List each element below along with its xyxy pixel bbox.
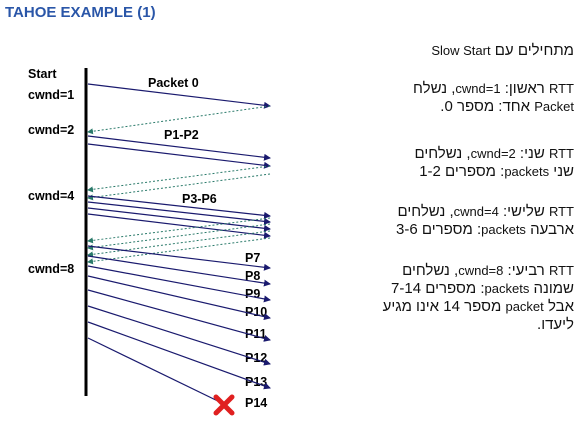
packet-label-p13: P13 — [245, 375, 267, 389]
slide-title: TAHOE EXAMPLE (1) — [5, 4, 156, 21]
note-4-0-run-1: רביעי: — [503, 262, 549, 279]
note-2-1-run-1: packets — [504, 164, 550, 179]
packet-arrow-p4 — [87, 201, 271, 225]
note-line: מתחילים עם Slow Start — [431, 42, 574, 60]
note-4-1-run-0: שמונה — [529, 280, 574, 297]
cwnd-label-8: cwnd=8 — [28, 262, 74, 276]
note-3-1-run-2: : מספרים 3-6 — [396, 221, 482, 238]
cwnd-label-2: cwnd=2 — [28, 123, 74, 137]
ack-arrow-3 — [87, 217, 271, 244]
note-0-run-0: מתחילים עם — [490, 42, 574, 59]
note-line: ליעדו. — [383, 316, 574, 334]
note-slow-start: מתחילים עם Slow Start — [431, 42, 574, 60]
note-2-0-run-2: cwnd=2 — [470, 146, 516, 161]
cwnd-label-1: cwnd=1 — [28, 88, 74, 102]
note-4-1-run-1: packets — [484, 281, 530, 296]
note-0-run-1: Slow Start — [431, 43, 491, 58]
note-4-0-run-3: , נשלחים — [402, 262, 459, 279]
note-2-1-run-2: : מספרים 1-2 — [419, 163, 505, 180]
packet-arrow-p11 — [87, 289, 271, 342]
note-line: שמונה packets: מספרים 7-14 — [383, 280, 574, 298]
packet-arrow-p1 — [87, 135, 271, 161]
packet-arrow-p8 — [87, 255, 271, 287]
packet-arrow-p9 — [87, 265, 271, 303]
packet-arrow-p2 — [87, 143, 271, 169]
note-line: RTT שני: cwnd=2, נשלחים — [414, 145, 574, 163]
packet-arrow-p13 — [87, 321, 271, 390]
start-label: Start — [28, 67, 57, 81]
ack-arrow-0 — [87, 105, 271, 135]
packet-label-p1-p2: P1-P2 — [164, 128, 199, 142]
packet-arrow-p7 — [87, 245, 271, 271]
note-1-0-run-3: , נשלח — [413, 80, 456, 97]
packet-label-p12: P12 — [245, 351, 267, 365]
ack-arrow-5 — [87, 230, 271, 258]
tahoe-sequence-diagram: Start cwnd=1 cwnd=2 cwnd=4 cwnd=8 Packet… — [28, 67, 271, 416]
note-3-1-run-0: ארבעה — [525, 221, 574, 238]
note-line: שני packets: מספרים 1-2 — [414, 163, 574, 181]
note-rtt-1: RTT ראשון: cwnd=1, נשלח Packet אחד: מספר … — [413, 80, 574, 116]
note-4-0-run-0: RTT — [548, 263, 574, 278]
note-line: RTT שלישי: cwnd=4, נשלחים — [396, 203, 575, 221]
note-4-2-run-1: packet — [505, 299, 544, 314]
note-rtt-3: RTT שלישי: cwnd=4, נשלחים ארבעה packets: … — [396, 203, 574, 239]
packet-label-p14: P14 — [245, 396, 267, 410]
packet-arrow-p6 — [87, 213, 271, 239]
ack-arrow-1 — [87, 165, 271, 193]
note-2-0-run-3: , נשלחים — [414, 145, 471, 162]
note-2-0-run-0: RTT — [548, 146, 574, 161]
note-line: ארבעה packets: מספרים 3-6 — [396, 221, 574, 239]
note-1-1-run-0: Packet — [534, 99, 574, 114]
note-line: RTT ראשון: cwnd=1, נשלח — [413, 80, 574, 98]
note-3-1-run-1: packets — [481, 222, 526, 237]
packet-arrow-p10 — [87, 275, 271, 321]
cwnd-label-4: cwnd=4 — [28, 189, 74, 203]
packet-label-p0: Packet 0 — [148, 76, 199, 90]
packet-arrow-p12 — [87, 305, 271, 366]
note-2-1-run-0: שני — [549, 163, 574, 180]
note-3-0-run-0: RTT — [548, 204, 574, 219]
note-rtt-2: RTT שני: cwnd=2, נשלחים שני packets: מספר… — [414, 145, 574, 181]
packet-loss-icon — [213, 394, 235, 416]
packet-label-p8: P8 — [245, 269, 260, 283]
note-4-2-run-2: מספר 14 אינו מגיע — [382, 298, 506, 315]
packet-arrow-p14-lost — [87, 337, 225, 405]
packet-label-p9: P9 — [245, 287, 260, 301]
note-3-0-run-2: cwnd=4 — [453, 204, 499, 219]
note-3-0-run-1: שלישי: — [498, 203, 549, 220]
note-4-3-run-0: ליעדו. — [537, 316, 574, 333]
ack-arrow-6 — [87, 237, 271, 265]
note-1-0-run-0: RTT — [548, 81, 574, 96]
note-line: Packet אחד: מספר 0. — [413, 98, 574, 116]
note-4-2-run-0: אבל — [543, 298, 574, 315]
ack-arrow-2 — [87, 173, 271, 201]
note-3-0-run-3: , נשלחים — [397, 203, 454, 220]
note-4-1-run-2: : מספרים 7-14 — [391, 280, 485, 297]
note-1-0-run-1: ראשון: — [500, 80, 549, 97]
message-arrows — [87, 83, 271, 405]
packet-arrow-p0 — [87, 83, 271, 109]
ack-arrow-4 — [87, 223, 271, 251]
packet-arrow-p5 — [87, 207, 271, 232]
packet-label-p7: P7 — [245, 251, 260, 265]
note-rtt-4: RTT רביעי: cwnd=8, נשלחים שמונה packets: … — [383, 262, 574, 334]
note-4-0-run-2: cwnd=8 — [458, 263, 504, 278]
note-1-1-run-1: אחד: מספר 0. — [440, 98, 535, 115]
packet-arrow-p3 — [87, 195, 271, 219]
note-2-0-run-1: שני: — [515, 145, 549, 162]
packet-label-p3-p6: P3-P6 — [182, 192, 217, 206]
note-1-0-run-2: cwnd=1 — [455, 81, 501, 96]
note-line: אבל packet מספר 14 אינו מגיע — [383, 298, 574, 316]
note-line: RTT רביעי: cwnd=8, נשלחים — [383, 262, 574, 280]
